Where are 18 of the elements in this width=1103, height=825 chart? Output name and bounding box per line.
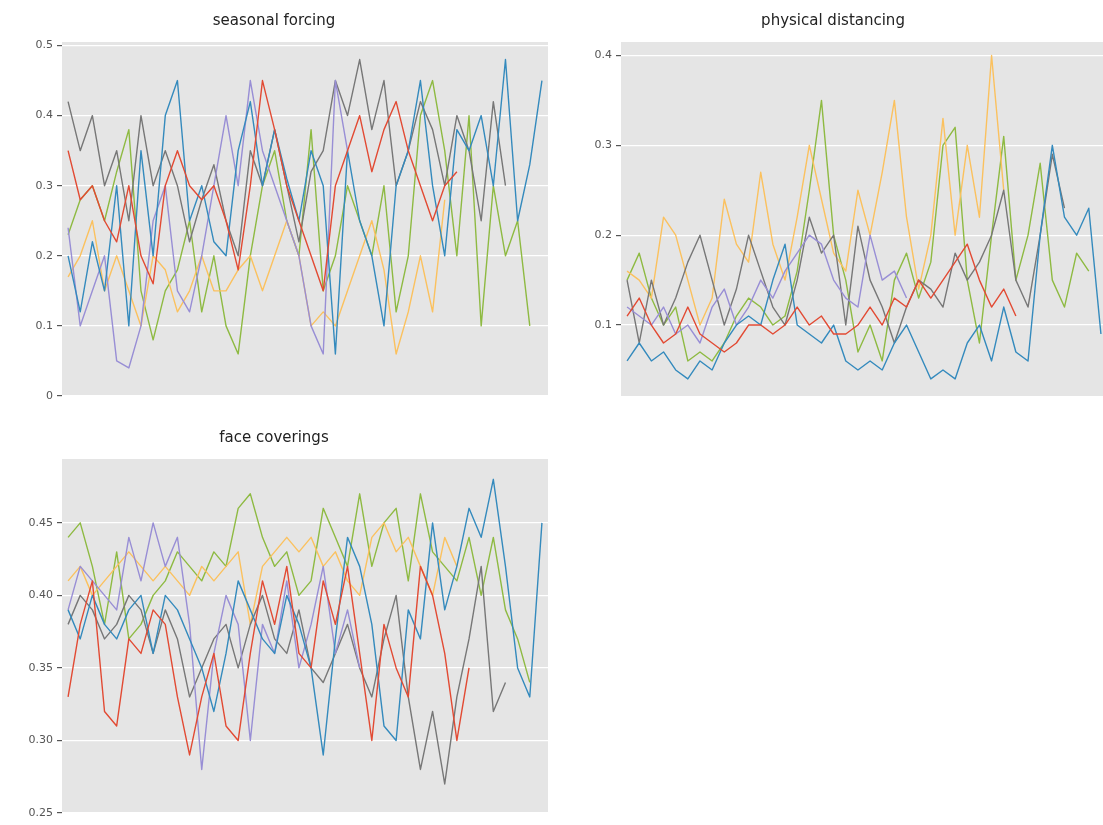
y-tick-label: 0.40 [28,588,53,602]
y-tick-label: 0 [46,388,53,402]
chart-title: face coverings [219,427,329,446]
y-tick-label: 0.45 [28,515,53,529]
y-tick-label: 0.1 [594,317,612,331]
y-tick-label: 0.35 [28,660,53,674]
y-tick-label: 0.1 [35,318,53,332]
y-tick-label: 0.4 [35,108,53,122]
y-tick-label: 0.5 [35,38,53,52]
y-tick-label: 0.3 [594,138,612,152]
y-tick-label: 0.2 [594,228,612,242]
chart-title: physical distancing [761,10,905,29]
chart-title: seasonal forcing [212,10,336,29]
y-tick-label: 0.4 [594,48,612,62]
y-tick-label: 0.3 [35,178,53,192]
y-tick-label: 0.25 [28,805,53,819]
y-tick-label: 0.30 [28,733,53,747]
y-tick-label: 0.2 [35,248,53,262]
